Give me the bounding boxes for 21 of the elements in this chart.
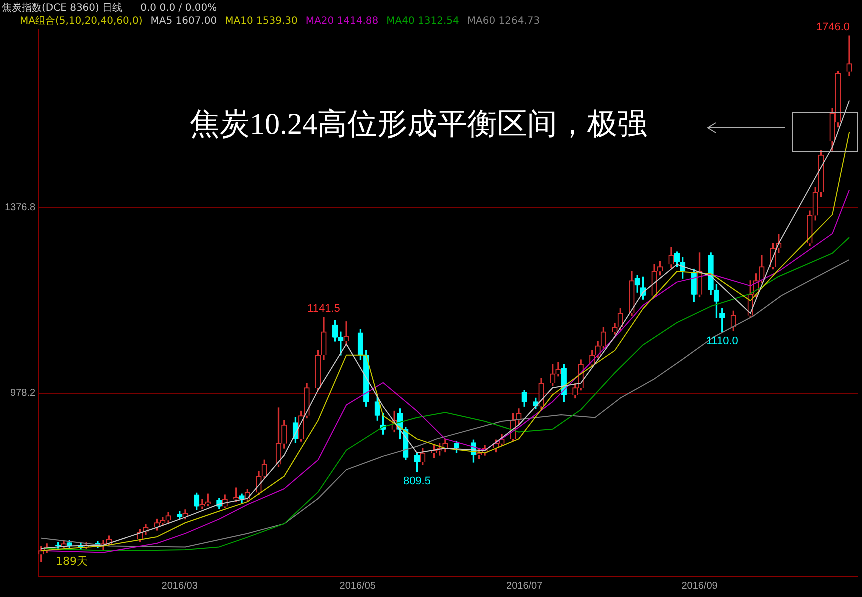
- text: MA5 1607.00: [150, 16, 218, 27]
- x-tick-label: 2016/05: [340, 580, 376, 592]
- chart-title: 焦炭指数(DCE 8360) 日线: [2, 3, 123, 14]
- x-tick-label: 2016/07: [506, 580, 544, 592]
- annotation: 189天: [56, 555, 88, 568]
- x-tick-label: 2016/09: [682, 580, 718, 592]
- chart-subtitle: 0.0 0.0 / 0.00%: [140, 3, 218, 14]
- legend-title: MA组合(5,10,20,40,60,0): [20, 16, 143, 27]
- x-tick-label: 2016/03: [162, 580, 198, 592]
- annotation: 焦炭10.24高位形成平衡区间，极强: [190, 108, 648, 141]
- annotation: 1746.0: [816, 22, 850, 34]
- text: MA60 1264.73: [467, 16, 540, 27]
- y-tick-label: 1376.8: [4, 202, 36, 214]
- candlestick: [846, 36, 852, 76]
- annotation: 1141.5: [308, 302, 340, 315]
- text: MA40 1312.54: [386, 16, 460, 27]
- annotation: 1110.0: [706, 336, 738, 348]
- annotation: 809.5: [403, 476, 431, 488]
- y-tick-label: 978.2: [10, 388, 36, 400]
- text: MA20 1414.88: [306, 16, 379, 27]
- text: MA10 1539.30: [225, 16, 298, 27]
